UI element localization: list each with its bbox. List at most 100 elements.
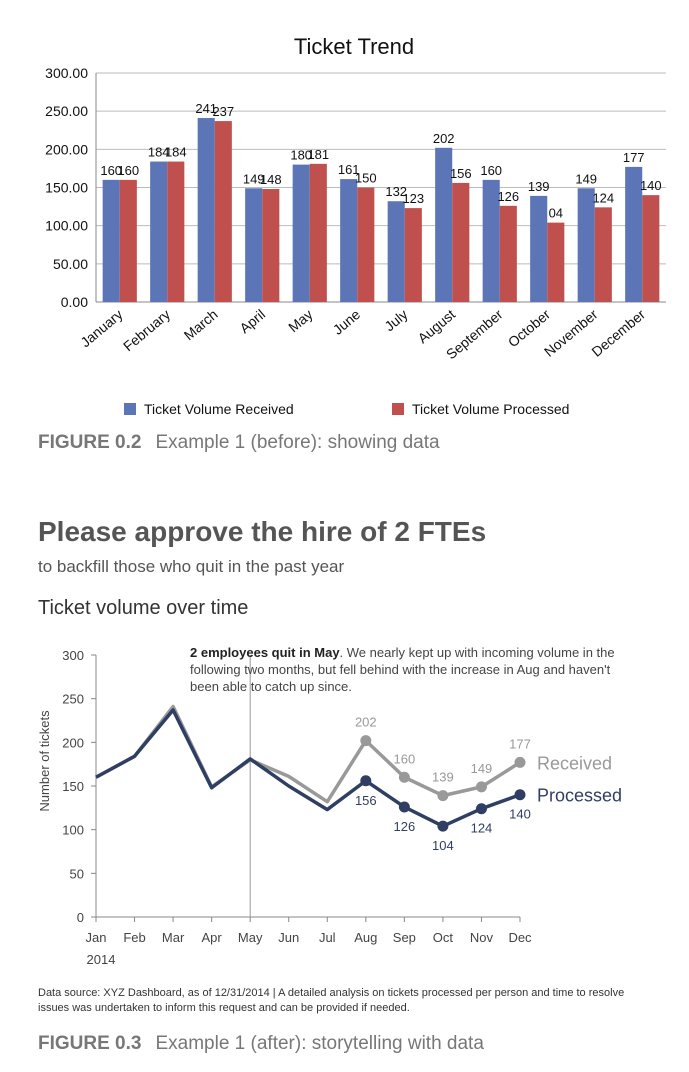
- data-point: [514, 789, 526, 801]
- figure-number: FIGURE 0.3: [38, 1033, 142, 1054]
- legend-label: Ticket Volume Processed: [412, 401, 569, 417]
- x-tick-label: August: [414, 306, 458, 346]
- data-label: 132: [385, 184, 407, 199]
- data-label: 139: [432, 770, 454, 785]
- bar: [102, 179, 120, 302]
- data-point: [360, 735, 372, 747]
- data-label: 177: [623, 150, 645, 165]
- y-tick-label: 250.00: [45, 103, 88, 119]
- bar: [547, 222, 565, 302]
- bar: [150, 161, 168, 302]
- figure-number: FIGURE 0.2: [38, 432, 142, 453]
- data-label: 241: [195, 101, 217, 116]
- y-tick-label: 300: [62, 648, 84, 663]
- data-label: 237: [212, 104, 234, 119]
- bar: [340, 179, 358, 302]
- data-label: 139: [528, 179, 550, 194]
- data-label: 156: [355, 793, 377, 808]
- data-label: 150: [355, 171, 377, 186]
- data-point: [398, 771, 410, 783]
- data-point: [360, 775, 372, 787]
- y-tick-label: 200: [62, 735, 84, 750]
- data-label: 123: [402, 191, 424, 206]
- x-tick-label: Aug: [354, 930, 377, 945]
- y-tick-label: 100.00: [45, 218, 88, 234]
- data-label: 160: [480, 163, 502, 178]
- y-tick-label: 200.00: [45, 141, 88, 157]
- data-label: 149: [471, 761, 493, 776]
- data-label: 160: [100, 163, 122, 178]
- y-tick-label: 50.00: [53, 256, 88, 272]
- x-tick-label: May: [238, 930, 263, 945]
- y-tick-label: 150.00: [45, 180, 88, 196]
- data-point: [514, 756, 526, 768]
- data-label: 184: [165, 145, 187, 160]
- data-point: [437, 820, 449, 832]
- data-label: 140: [509, 807, 531, 822]
- data-label: 124: [592, 190, 614, 205]
- data-label: 04: [549, 206, 563, 221]
- bar: [197, 118, 215, 302]
- data-label: 140: [640, 178, 662, 193]
- subhead: to backfill those who quit in the past y…: [38, 557, 345, 576]
- bar: [245, 188, 263, 302]
- x-tick-label: May: [285, 306, 316, 335]
- bar: [482, 179, 500, 302]
- data-label: 160: [394, 751, 416, 766]
- bar: [387, 201, 405, 302]
- annotation-text: . We nearly kept up with incoming volume…: [190, 645, 615, 694]
- chart-title-2: Ticket volume over time: [38, 597, 249, 619]
- y-tick-label: 50: [70, 866, 84, 881]
- bar: [577, 188, 595, 302]
- bar: [499, 205, 517, 302]
- data-label: 180: [290, 148, 312, 163]
- bar: [404, 208, 422, 302]
- x-tick-label: January: [77, 306, 125, 350]
- y-tick-label: 150: [62, 779, 84, 794]
- data-label: 148: [260, 172, 282, 187]
- data-point: [398, 801, 410, 813]
- data-label: 126: [394, 819, 416, 834]
- bar: [452, 182, 470, 302]
- x-tick-label: February: [120, 306, 173, 354]
- source-note: Data source: XYZ Dashboard, as of 12/31/…: [38, 987, 625, 1014]
- x-tick-label: Jan: [86, 930, 107, 945]
- series-line: [95, 708, 521, 828]
- x-tick-label: Mar: [162, 930, 185, 945]
- data-label: 124: [471, 821, 493, 836]
- x-tick-label: Sep: [393, 930, 416, 945]
- data-label: 184: [148, 145, 170, 160]
- bar: [625, 166, 643, 302]
- data-label: 202: [433, 131, 455, 146]
- bar: [530, 195, 548, 302]
- bar: [357, 187, 375, 302]
- x-tick-label: Nov: [470, 930, 494, 945]
- data-label: 181: [307, 147, 329, 162]
- data-label: 160: [117, 163, 139, 178]
- y-tick-label: 0.00: [61, 294, 88, 310]
- x-tick-label: Dec: [508, 930, 532, 945]
- headline: Please approve the hire of 2 FTEs: [38, 516, 487, 547]
- data-label: 104: [432, 838, 454, 853]
- annotation-bold: 2 employees quit in May: [190, 645, 340, 660]
- data-label: 149: [575, 171, 597, 186]
- x-tick-label: Jun: [278, 930, 299, 945]
- data-label: 161: [338, 162, 360, 177]
- x-tick-label: Apr: [202, 930, 223, 945]
- data-label: 156: [450, 166, 472, 181]
- data-label: 177: [509, 736, 531, 751]
- data-label: 202: [355, 715, 377, 730]
- y-tick-label: 100: [62, 823, 84, 838]
- y-axis-label: Number of tickets: [37, 710, 52, 812]
- series-label: Processed: [537, 786, 622, 806]
- legend-swatch: [392, 403, 404, 415]
- bar: [167, 161, 185, 302]
- y-tick-label: 250: [62, 692, 84, 707]
- data-label: 149: [243, 171, 265, 186]
- x-tick-label: July: [381, 306, 410, 334]
- x-tick-label: Jul: [319, 930, 336, 945]
- legend-label: Ticket Volume Received: [144, 401, 294, 417]
- bar: [119, 179, 137, 302]
- year-label: 2014: [87, 952, 116, 967]
- bar: [594, 207, 612, 302]
